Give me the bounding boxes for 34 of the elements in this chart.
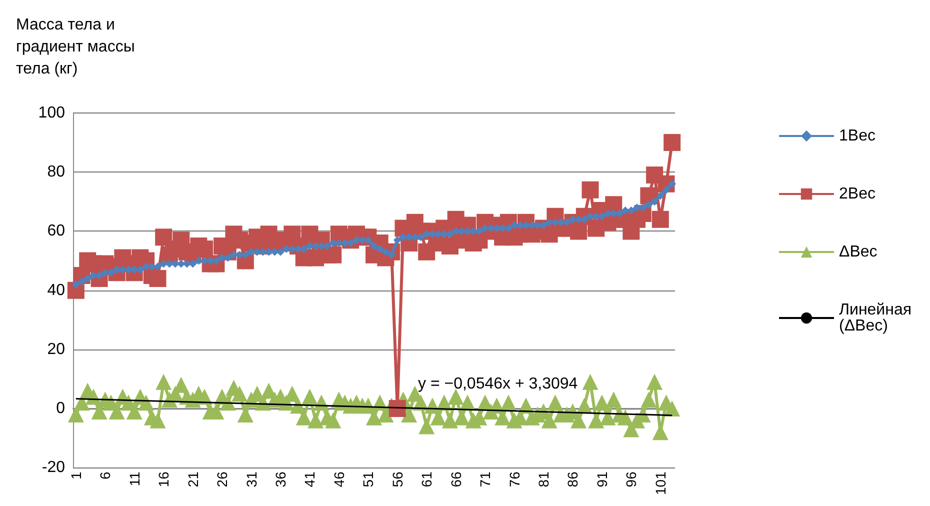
x-tick-label: 36: [272, 471, 288, 488]
x-tick-label: 16: [156, 471, 172, 488]
x-tick-label: 76: [506, 471, 522, 488]
y-axis-title: Масса тела и градиент массы тела (кг): [16, 16, 135, 78]
x-tick-label: 66: [448, 471, 464, 488]
y-tick-label: 100: [38, 104, 66, 122]
x-tick-label: 11: [126, 471, 142, 486]
legend-label: Линейная (ΔВес): [839, 302, 912, 334]
x-tick-label: 31: [243, 471, 260, 488]
x-tick-label: 41: [302, 471, 318, 488]
x-tick-label: 101: [652, 471, 668, 495]
x-tick-label: 71: [477, 471, 494, 488]
x-tick-label: 21: [184, 471, 201, 488]
legend-label: 2Вес: [839, 186, 876, 202]
x-tick-label: 91: [594, 471, 610, 488]
x-tick-label: 6: [97, 471, 114, 480]
legend-label: 1Вес: [839, 128, 876, 144]
x-tick-label: 51: [360, 471, 376, 488]
y-tick-label: 20: [47, 340, 66, 358]
x-tick-label: 81: [535, 471, 552, 488]
y-tick-label: 80: [47, 164, 66, 181]
x-tick-label: 26: [214, 471, 230, 488]
y-tick-label: -20: [42, 459, 66, 476]
y-tick-label: 40: [47, 282, 66, 299]
y-tick-label: 60: [47, 222, 66, 240]
y-tick-label: 0: [56, 400, 66, 418]
x-tick-label: 96: [623, 471, 640, 488]
legend-label: ΔВес: [839, 244, 878, 260]
x-tick-label: 86: [564, 471, 581, 488]
x-tick-label: 46: [330, 471, 347, 488]
x-tick-label: 1: [68, 471, 84, 480]
x-tick-label: 61: [418, 471, 435, 488]
x-tick-label: 56: [389, 471, 406, 488]
annotation: y = −0,0546x + 3,3094: [418, 376, 578, 392]
